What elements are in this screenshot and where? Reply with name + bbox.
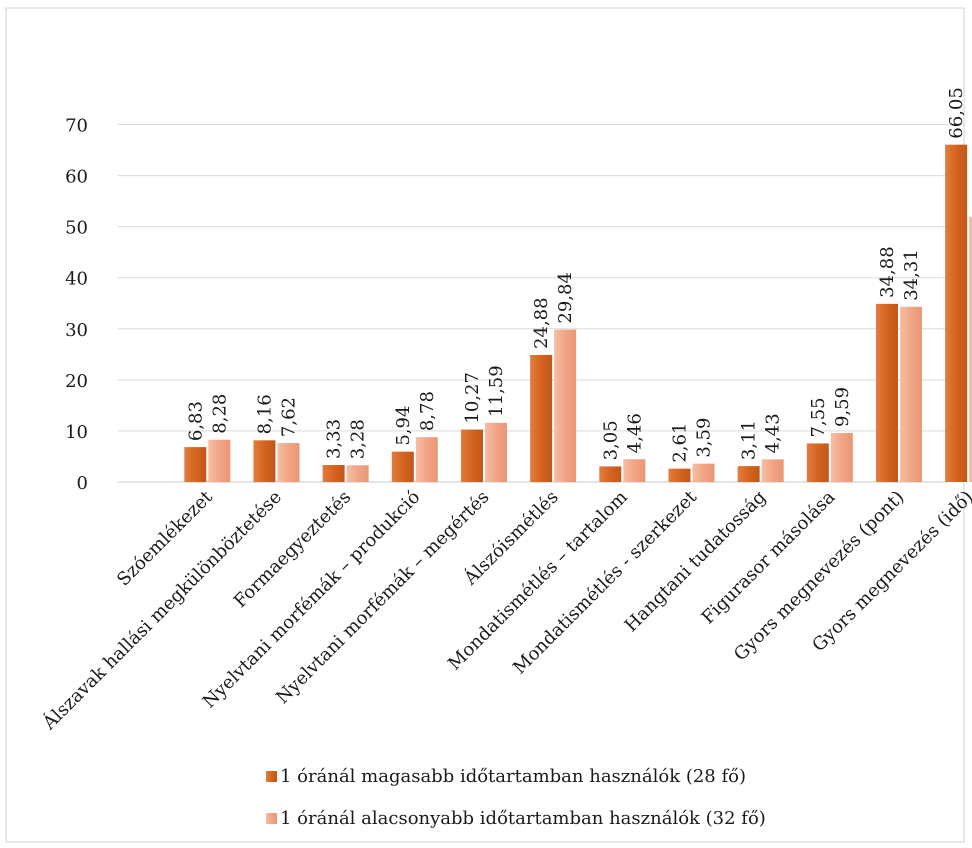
bar-series-2 bbox=[899, 306, 922, 482]
data-label-series-1: 6,83 bbox=[185, 401, 206, 441]
bar-series-1 bbox=[460, 429, 483, 482]
bar-series-2 bbox=[623, 459, 646, 482]
bar-series-1 bbox=[599, 466, 622, 482]
data-label-series-1: 5,94 bbox=[393, 406, 414, 446]
bar-series-1 bbox=[806, 443, 829, 482]
data-label-series-2: 34,31 bbox=[901, 249, 922, 301]
y-tick-label: 40 bbox=[65, 269, 88, 290]
legend-swatch-series-1 bbox=[266, 771, 277, 782]
bar-series-2 bbox=[761, 459, 784, 482]
bar-series-2 bbox=[554, 329, 577, 482]
bar-series-1 bbox=[875, 303, 898, 482]
data-label-series-2: 8,78 bbox=[417, 391, 438, 431]
bars bbox=[184, 144, 972, 482]
data-label-series-2: 3,59 bbox=[693, 418, 714, 458]
data-label-series-2: 7,62 bbox=[278, 397, 299, 437]
bar-series-2 bbox=[277, 443, 300, 482]
bar-series-2 bbox=[969, 216, 972, 482]
data-label-series-1: 2,61 bbox=[669, 423, 690, 463]
data-label-series-2: 3,28 bbox=[348, 419, 369, 459]
y-tick-label: 20 bbox=[65, 371, 88, 392]
data-label-series-1: 66,05 bbox=[946, 87, 967, 139]
category-label: Figurasor másolása bbox=[698, 487, 840, 629]
bar-series-1 bbox=[737, 466, 760, 482]
bar-series-1 bbox=[391, 451, 414, 482]
bar-series-1 bbox=[253, 440, 276, 482]
bar-series-1 bbox=[184, 447, 207, 482]
legend-label-series-1: 1 óránál magasabb időtartamban használók… bbox=[280, 766, 746, 787]
bar-series-2 bbox=[208, 439, 231, 482]
data-label-series-2: 4,46 bbox=[624, 413, 645, 453]
bar-series-1 bbox=[668, 468, 691, 482]
category-label: Formaegyeztetés bbox=[230, 487, 355, 612]
data-label-series-1: 3,05 bbox=[600, 420, 621, 460]
y-axis-ticks: 0 10 20 30 40 50 60 70 bbox=[65, 116, 88, 494]
bar-series-2 bbox=[692, 463, 715, 482]
y-tick-label: 0 bbox=[77, 473, 88, 494]
y-tick-label: 50 bbox=[65, 218, 88, 239]
data-labels: 6,83 8,28 8,16 7,62 3,33 3,28 5,94 8,78 10,27 11,… bbox=[185, 87, 972, 463]
y-tick-label: 60 bbox=[65, 167, 88, 188]
bar-series-1 bbox=[945, 144, 968, 482]
data-label-series-1: 8,16 bbox=[254, 394, 275, 434]
legend: 1 óránál magasabb időtartamban használók… bbox=[266, 766, 766, 829]
legend-label-series-2: 1 óránál alacsonyabb időtartamban haszná… bbox=[280, 808, 766, 829]
category-label: Hangtani tudatosság bbox=[621, 487, 771, 637]
y-tick-label: 10 bbox=[65, 422, 88, 443]
data-label-series-2: 8,28 bbox=[209, 394, 230, 434]
data-label-series-1: 3,33 bbox=[324, 419, 345, 459]
data-label-series-2: 9,59 bbox=[832, 387, 853, 427]
bar-series-1 bbox=[322, 464, 345, 482]
data-label-series-2: 29,84 bbox=[555, 272, 576, 324]
bar-series-2 bbox=[415, 437, 438, 482]
data-label-series-2: 11,59 bbox=[486, 365, 507, 417]
data-label-series-1: 10,27 bbox=[462, 372, 483, 424]
y-tick-label: 70 bbox=[65, 116, 88, 137]
data-label-series-1: 7,55 bbox=[808, 397, 829, 437]
data-label-series-1: 3,11 bbox=[739, 420, 760, 460]
y-tick-label: 30 bbox=[65, 320, 88, 341]
data-label-series-2: 4,43 bbox=[763, 413, 784, 453]
data-label-series-1: 24,88 bbox=[531, 297, 552, 349]
bar-series-1 bbox=[530, 354, 553, 482]
bar-series-2 bbox=[346, 465, 369, 482]
bar-series-2 bbox=[484, 422, 507, 482]
bar-series-2 bbox=[830, 433, 853, 482]
category-label: Álszavak hallási megkülönböztetése bbox=[37, 485, 286, 734]
data-label-series-2: 51,93 bbox=[970, 159, 972, 211]
legend-swatch-series-2 bbox=[266, 813, 277, 824]
data-label-series-1: 34,88 bbox=[877, 246, 898, 298]
